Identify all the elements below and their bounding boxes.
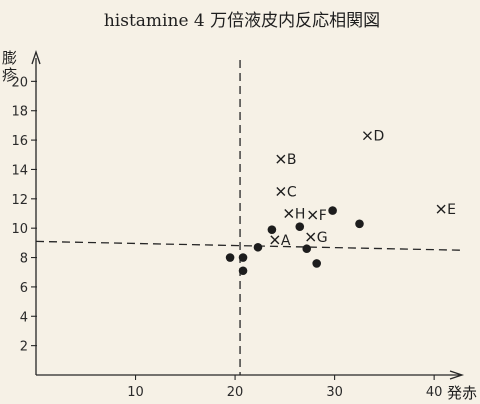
cross-mark-stroke bbox=[270, 235, 280, 245]
point-label: D bbox=[373, 129, 384, 145]
data-point-cross: E bbox=[436, 202, 456, 218]
point-label: F bbox=[319, 208, 327, 224]
data-point-cross: D bbox=[362, 129, 384, 145]
data-point-dot bbox=[238, 266, 248, 276]
data-point-dot bbox=[312, 259, 321, 268]
horizontal-reference-line bbox=[35, 240, 461, 251]
data-marks: A BC D E FGH bbox=[225, 129, 456, 276]
data-point-dot bbox=[302, 244, 312, 254]
y-tick-label: 10 bbox=[11, 222, 28, 237]
y-tick-label: 20 bbox=[11, 75, 28, 90]
y-tick-label: 16 bbox=[11, 134, 28, 149]
cross-mark-stroke bbox=[308, 210, 318, 220]
point-label: E bbox=[447, 202, 456, 218]
cross-mark-stroke bbox=[276, 154, 286, 164]
reference-lines bbox=[35, 60, 461, 375]
data-point-dot bbox=[238, 253, 248, 262]
y-tick-label: 12 bbox=[11, 193, 28, 208]
data-point-cross: H bbox=[284, 207, 306, 223]
cross-mark-stroke bbox=[362, 131, 372, 141]
x-axis-arrow bbox=[449, 370, 465, 380]
data-point-dot bbox=[253, 242, 263, 252]
y-tick-label: 18 bbox=[11, 105, 28, 120]
data-point-cross: B bbox=[276, 152, 297, 168]
data-point-dot bbox=[267, 225, 277, 234]
x-tick-label: 20 bbox=[227, 385, 244, 400]
point-label: B bbox=[287, 152, 297, 168]
x-axis-label: 発赤 bbox=[447, 384, 477, 402]
cross-mark-stroke bbox=[306, 232, 316, 242]
x-tick-label: 30 bbox=[326, 385, 343, 400]
point-label: A bbox=[281, 233, 291, 249]
y-tick-label: 6 bbox=[20, 281, 28, 296]
x-tick-label: 40 bbox=[426, 385, 443, 400]
data-point-cross: A bbox=[270, 233, 291, 249]
y-tick-label: 14 bbox=[11, 163, 28, 178]
y-tick-label: 8 bbox=[20, 252, 28, 267]
chart-title: histamine 4 万倍液皮内反応相関図 bbox=[104, 11, 380, 31]
data-point-cross: G bbox=[306, 230, 328, 246]
cross-mark-stroke bbox=[276, 186, 286, 196]
data-point-cross: C bbox=[276, 184, 297, 200]
data-point-dot bbox=[328, 206, 337, 215]
data-point-dot bbox=[295, 222, 305, 232]
y-axis-label: 膨疹 bbox=[0, 50, 18, 84]
data-point-dot bbox=[355, 219, 364, 229]
data-point-dot bbox=[225, 253, 235, 262]
point-label: H bbox=[295, 207, 306, 223]
y-tick-label: 2 bbox=[20, 340, 28, 355]
point-label: G bbox=[317, 230, 328, 246]
data-point-cross: F bbox=[308, 208, 327, 224]
x-tick-label: 10 bbox=[127, 385, 144, 400]
cross-mark-stroke bbox=[436, 204, 446, 214]
y-axis-arrow bbox=[31, 49, 41, 65]
point-label: C bbox=[287, 184, 297, 200]
cross-mark-stroke bbox=[284, 209, 294, 218]
y-tick-label: 4 bbox=[20, 310, 28, 325]
